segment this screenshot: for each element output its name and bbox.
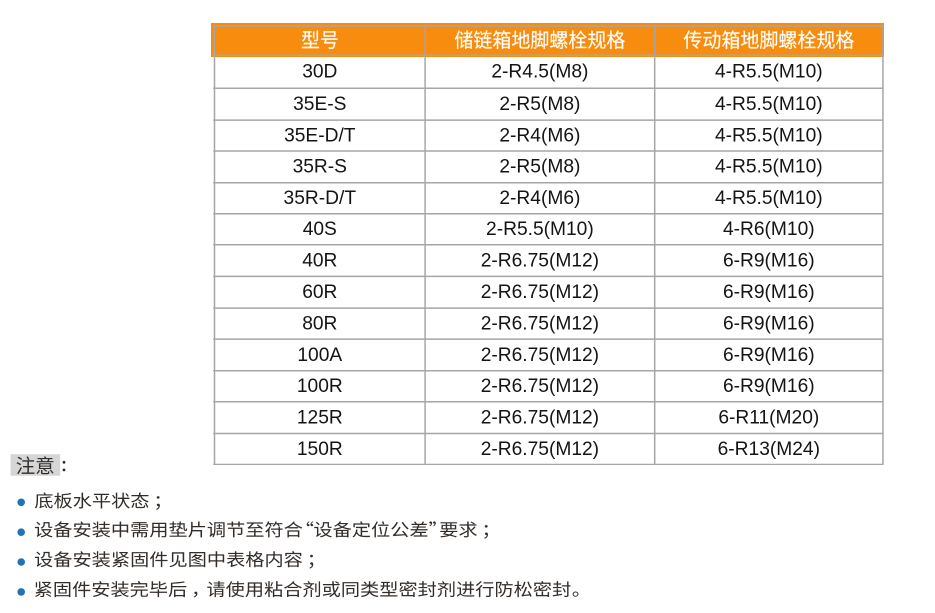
svg-text:4-R5.5(M10): 4-R5.5(M10) (715, 94, 823, 115)
svg-text:35R-D/T: 35R-D/T (284, 188, 357, 209)
svg-text:60R: 60R (302, 282, 337, 303)
svg-text:40S: 40S (303, 219, 337, 240)
svg-text:150R: 150R (297, 439, 343, 460)
svg-text:35E-D/T: 35E-D/T (284, 125, 356, 146)
svg-text:35E-S: 35E-S (293, 94, 346, 115)
svg-text:2-R6.75(M12): 2-R6.75(M12) (481, 250, 599, 271)
svg-text:2-R5(M8): 2-R5(M8) (499, 94, 580, 115)
svg-text:2-R6.75(M12): 2-R6.75(M12) (481, 282, 599, 303)
svg-text:40R: 40R (302, 250, 337, 271)
svg-text:2-R5(M8): 2-R5(M8) (499, 157, 580, 178)
svg-text:2-R6.75(M12): 2-R6.75(M12) (481, 313, 599, 334)
svg-text:80R: 80R (302, 313, 337, 334)
svg-text:2-R6.75(M12): 2-R6.75(M12) (481, 345, 599, 366)
svg-text:4-R6(M10): 4-R6(M10) (723, 219, 815, 240)
svg-text:2-R6.75(M12): 2-R6.75(M12) (481, 439, 599, 460)
svg-text:6-R13(M24): 6-R13(M24) (718, 439, 820, 460)
svg-text:100R: 100R (297, 376, 343, 397)
svg-text:4-R5.5(M10): 4-R5.5(M10) (715, 125, 823, 146)
svg-text:2-R6.75(M12): 2-R6.75(M12) (481, 407, 599, 428)
svg-text:4-R5.5(M10): 4-R5.5(M10) (715, 188, 823, 209)
svg-text:2-R6.75(M12): 2-R6.75(M12) (481, 376, 599, 397)
svg-text:2-R5.5(M10): 2-R5.5(M10) (486, 219, 594, 240)
svg-text:4-R5.5(M10): 4-R5.5(M10) (715, 157, 823, 178)
svg-text:4-R5.5(M10): 4-R5.5(M10) (715, 62, 823, 83)
svg-text:2-R4.5(M8): 2-R4.5(M8) (491, 62, 588, 83)
svg-text:6-R9(M16): 6-R9(M16) (723, 282, 815, 303)
svg-text:6-R9(M16): 6-R9(M16) (723, 313, 815, 334)
svg-text:6-R11(M20): 6-R11(M20) (718, 407, 819, 428)
svg-text:6-R9(M16): 6-R9(M16) (723, 345, 815, 366)
svg-text:100A: 100A (297, 345, 342, 366)
svg-text:30D: 30D (302, 62, 337, 83)
svg-text:125R: 125R (297, 407, 343, 428)
svg-text:35R-S: 35R-S (293, 157, 347, 178)
svg-text:2-R4(M6): 2-R4(M6) (499, 188, 580, 209)
svg-text:6-R9(M16): 6-R9(M16) (723, 250, 815, 271)
svg-text:2-R4(M6): 2-R4(M6) (499, 125, 580, 146)
svg-text:6-R9(M16): 6-R9(M16) (723, 376, 815, 397)
